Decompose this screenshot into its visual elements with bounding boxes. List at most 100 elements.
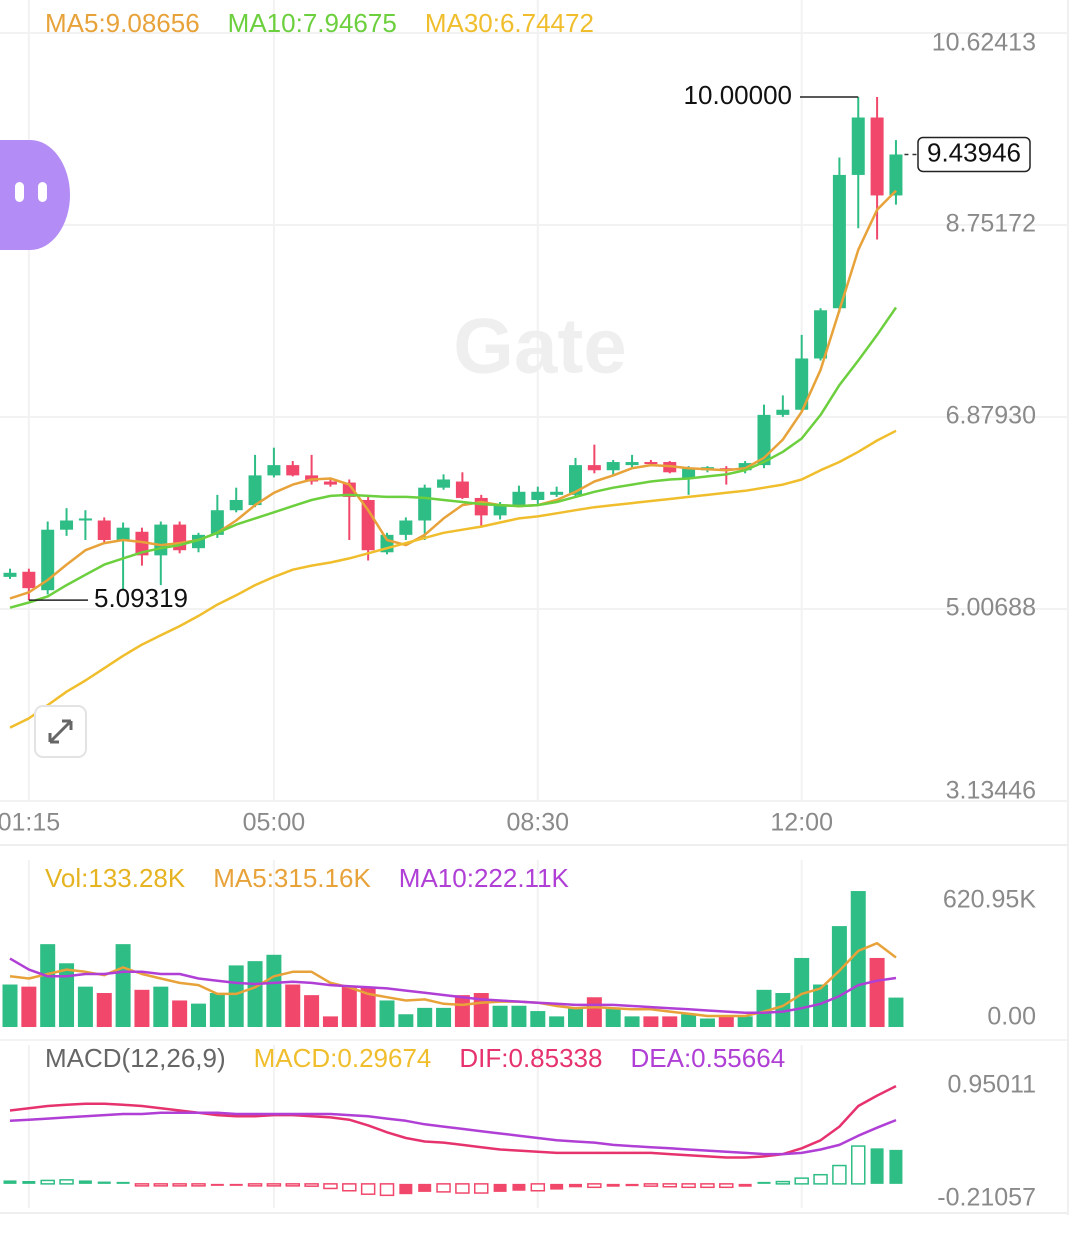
- candle-body: [418, 487, 432, 521]
- candle-body: [531, 491, 545, 500]
- volume-bar: [643, 1016, 659, 1027]
- macd-bar: [569, 1183, 582, 1188]
- volume-bar: [191, 1003, 206, 1027]
- macd-bar: [662, 1183, 677, 1188]
- macd-bar: [757, 1181, 771, 1184]
- candle-body: [757, 414, 771, 466]
- candle-body: [41, 529, 55, 591]
- volume-bar: [153, 986, 169, 1027]
- volume-bar: [40, 944, 56, 1027]
- candle-body: [889, 154, 903, 196]
- volume-bar: [454, 995, 470, 1027]
- legend-entry: MACD:0.29674: [254, 1043, 432, 1073]
- candle-body: [116, 527, 130, 540]
- high-label: 10.00000: [684, 80, 792, 110]
- macd-bar: [606, 1183, 620, 1187]
- macd-bar: [360, 1183, 376, 1195]
- macd-bar: [625, 1183, 639, 1187]
- volume-bar: [624, 1016, 640, 1027]
- volume-bar: [228, 965, 244, 1027]
- volume-bar: [850, 891, 866, 1027]
- legend-entry: DIF:0.85338: [459, 1043, 602, 1073]
- macd-bar: [229, 1183, 243, 1186]
- macd-bar: [794, 1177, 809, 1185]
- fullscreen-button[interactable]: [34, 705, 87, 758]
- volume-bar: [341, 986, 357, 1027]
- line-series: [9, 306, 898, 609]
- candle-body: [248, 475, 262, 506]
- y-tick-label: 0.95011: [947, 1071, 1036, 1099]
- x-tick-label: 05:00: [243, 809, 306, 837]
- candle-body: [795, 358, 809, 410]
- candle-body: [323, 481, 337, 485]
- volume-bar: [115, 944, 131, 1027]
- macd-bar: [342, 1183, 357, 1192]
- volume-bar: [96, 993, 112, 1027]
- volume-bar: [209, 993, 225, 1027]
- macd-bar: [134, 1183, 150, 1187]
- volume-bar: [511, 1005, 527, 1027]
- volume-bar: [247, 961, 263, 1027]
- candle-body: [851, 117, 865, 175]
- macd-bar: [40, 1179, 55, 1185]
- volume-bar: [568, 1007, 583, 1027]
- y-tick-label: -0.21057: [937, 1184, 1036, 1212]
- watermark: Gate: [453, 302, 626, 390]
- volume-bar: [304, 995, 320, 1027]
- volume-bar: [549, 1016, 565, 1027]
- assistant-bubble[interactable]: [0, 140, 70, 250]
- candle-body: [870, 117, 884, 196]
- volume-bar: [813, 984, 829, 1027]
- volume-bar: [775, 993, 791, 1027]
- candle-body: [229, 499, 243, 511]
- macd-bar: [493, 1183, 507, 1192]
- candle-body: [267, 465, 281, 476]
- volume-bar: [266, 954, 282, 1027]
- line-series: [9, 429, 897, 729]
- volume-bar: [436, 1007, 452, 1027]
- volume-bar: [379, 1000, 395, 1027]
- y-tick-label: 10.62413: [932, 29, 1036, 57]
- last-price-label: 9.43946: [927, 137, 1021, 167]
- legend-entry: MA10:222.11K: [399, 863, 570, 893]
- y-tick-label: 8.75172: [946, 210, 1036, 238]
- macd-bar: [719, 1183, 734, 1189]
- macd-bar: [775, 1180, 791, 1185]
- candle-body: [3, 572, 17, 577]
- bubble-eye: [15, 182, 24, 202]
- bubble-eye: [38, 182, 47, 202]
- candle-body: [60, 520, 74, 530]
- macd-bar: [97, 1181, 111, 1184]
- last-price-box: [917, 136, 1031, 173]
- candle-body: [682, 468, 696, 479]
- volume-bar: [360, 986, 376, 1027]
- candle-body: [135, 531, 149, 556]
- volume-bar: [398, 1014, 414, 1027]
- macd-bar: [266, 1183, 282, 1187]
- macd-bar: [379, 1183, 395, 1197]
- volume-bar: [718, 1016, 734, 1027]
- line-series: [9, 1111, 897, 1156]
- bubble-shape[interactable]: [0, 140, 70, 250]
- volume-bar: [2, 984, 18, 1027]
- volume-bar: [737, 1016, 753, 1027]
- candle-body: [210, 510, 224, 535]
- volume-bar: [681, 1014, 697, 1027]
- candle-body: [738, 463, 752, 471]
- candle-body: [512, 491, 526, 506]
- volume-bar: [322, 1016, 338, 1027]
- macd-bar: [59, 1179, 74, 1185]
- y-tick-label: 620.95K: [943, 886, 1036, 914]
- macd-bar: [813, 1173, 828, 1185]
- candle-body: [286, 465, 300, 476]
- candle-body: [776, 409, 790, 415]
- candle-body: [587, 465, 601, 471]
- plot: 01:15 05:00 08:30 12:00 10.62413 8.75172 6.879…: [0, 8, 1036, 1212]
- low-label: 5.09319: [94, 583, 188, 613]
- macd-bar: [285, 1183, 300, 1187]
- macd-bar: [323, 1183, 338, 1190]
- macd-bar: [399, 1183, 413, 1195]
- candle-body: [644, 462, 658, 465]
